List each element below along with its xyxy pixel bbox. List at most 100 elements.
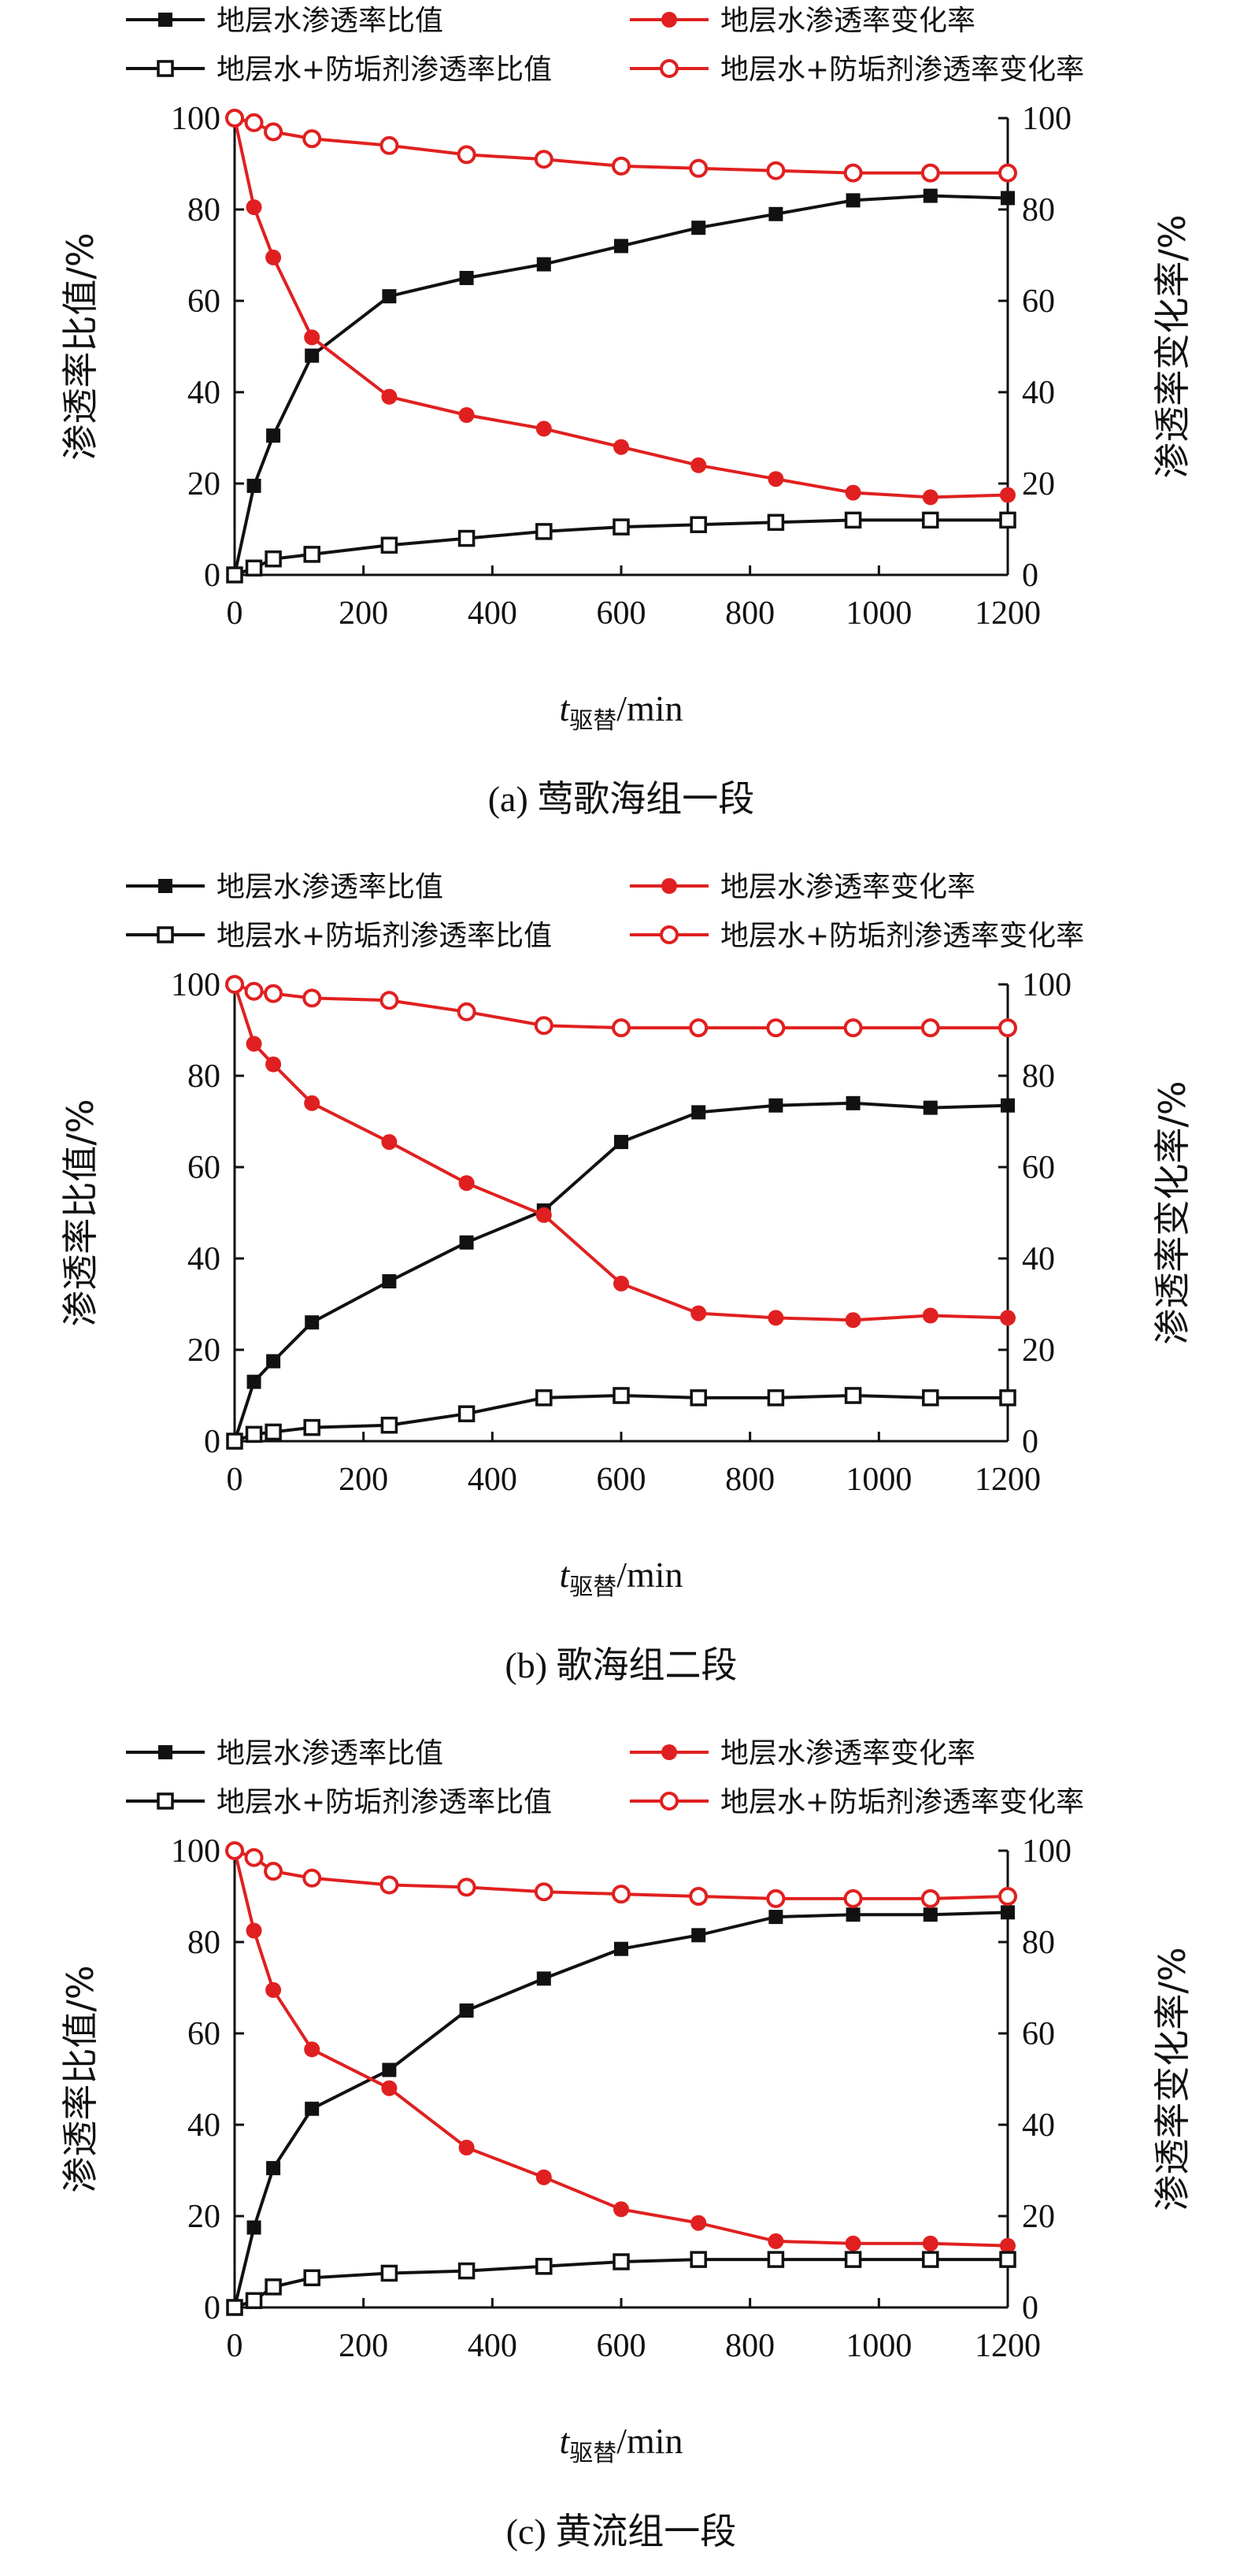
data-point bbox=[1001, 1905, 1015, 1920]
data-point bbox=[303, 1418, 320, 1436]
x-tick-label: 1000 bbox=[846, 2328, 912, 2364]
data-point bbox=[379, 1875, 399, 1895]
x-tick-label: 1000 bbox=[846, 1462, 912, 1498]
data-point bbox=[613, 439, 629, 455]
y-tick-label-right: 80 bbox=[1022, 1925, 1055, 1961]
data-point bbox=[999, 1389, 1016, 1407]
data-point bbox=[768, 1310, 784, 1326]
legend-marker-1 bbox=[661, 878, 677, 894]
x-tick-label: 800 bbox=[725, 1462, 775, 1498]
data-point bbox=[302, 129, 322, 149]
legend-marker-3 bbox=[660, 1792, 679, 1811]
data-point bbox=[305, 1315, 320, 1330]
y-tick-label-right: 0 bbox=[1022, 1424, 1038, 1460]
data-point bbox=[245, 559, 263, 577]
series-2 bbox=[226, 511, 1016, 584]
y-tick-label-right: 40 bbox=[1022, 375, 1055, 411]
data-point bbox=[380, 1416, 398, 1434]
data-point bbox=[923, 1100, 938, 1115]
data-point bbox=[264, 122, 283, 142]
data-point bbox=[766, 161, 786, 180]
data-point bbox=[768, 206, 783, 221]
data-point bbox=[381, 2080, 398, 2096]
y-tick-label-left: 20 bbox=[187, 2199, 220, 2235]
y-tick-label-left: 40 bbox=[187, 2107, 220, 2144]
y-axis-label-left: 渗透率比值/% bbox=[59, 1965, 102, 2192]
data-point bbox=[766, 1018, 786, 1038]
data-point bbox=[536, 1971, 551, 1986]
series-line bbox=[233, 1911, 1009, 2308]
y-axis-label-right: 渗透率变化率/% bbox=[1151, 1080, 1194, 1344]
data-point bbox=[265, 1056, 282, 1073]
legend-label-1: 地层水渗透率变化率 bbox=[720, 1737, 975, 1770]
y-tick-label-left: 20 bbox=[187, 466, 220, 502]
data-point bbox=[999, 2251, 1016, 2268]
y-tick-label-left: 80 bbox=[187, 192, 220, 228]
data-point bbox=[246, 1374, 261, 1389]
y-tick-label-left: 80 bbox=[187, 1058, 220, 1095]
data-point bbox=[459, 2003, 474, 2018]
data-point bbox=[380, 2264, 398, 2282]
y-tick-label-right: 40 bbox=[1022, 2107, 1055, 2144]
data-point bbox=[304, 1095, 320, 1111]
legend-label-2: 地层水+防垢剂渗透率比值 bbox=[217, 920, 552, 952]
data-point bbox=[768, 471, 784, 487]
data-point bbox=[246, 1036, 262, 1052]
data-point bbox=[382, 1274, 397, 1288]
series-0 bbox=[228, 188, 1015, 582]
data-point bbox=[266, 428, 281, 443]
data-point bbox=[535, 2258, 553, 2275]
data-point bbox=[265, 550, 282, 568]
data-point bbox=[690, 1389, 707, 1407]
legend-marker-1 bbox=[661, 12, 677, 28]
y-tick-label-left: 20 bbox=[187, 1332, 220, 1369]
data-point bbox=[458, 1175, 475, 1192]
x-tick-label: 600 bbox=[597, 2328, 646, 2364]
legend-label-1: 地层水渗透率变化率 bbox=[720, 871, 975, 903]
data-point bbox=[768, 1098, 783, 1113]
data-point bbox=[767, 513, 785, 532]
legend-marker-2 bbox=[157, 1792, 174, 1810]
legend-label-3: 地层水+防垢剂渗透率变化率 bbox=[720, 920, 1084, 952]
data-point bbox=[304, 2041, 320, 2058]
data-point bbox=[265, 249, 282, 265]
y-tick-label-left: 100 bbox=[171, 967, 220, 1003]
legend-marker-2 bbox=[157, 60, 174, 77]
data-point bbox=[1001, 191, 1015, 206]
data-point bbox=[246, 1922, 262, 1939]
data-point bbox=[265, 1981, 282, 1998]
y-tick-label-left: 60 bbox=[187, 2016, 220, 2052]
data-point bbox=[843, 163, 863, 183]
data-point bbox=[535, 523, 553, 540]
data-point bbox=[612, 1018, 631, 1038]
x-tick-label: 200 bbox=[339, 595, 388, 632]
chart-panel-c: 地层水渗透率比值 地层水渗透率变化率 地层水+防垢剂渗透率比值 地层水+防垢剂渗透率变… bbox=[0, 1733, 1240, 2572]
data-point bbox=[305, 348, 320, 363]
data-point bbox=[1001, 1098, 1015, 1113]
data-point bbox=[266, 2161, 281, 2176]
data-point bbox=[225, 1841, 244, 1860]
legend-label-0: 地层水渗透率比值 bbox=[217, 1737, 443, 1770]
y-tick-label-right: 80 bbox=[1022, 1058, 1055, 1095]
data-point bbox=[845, 1312, 861, 1329]
data-point bbox=[613, 518, 630, 536]
data-point bbox=[381, 1134, 398, 1151]
series-1 bbox=[227, 977, 1016, 1329]
x-tick-label: 400 bbox=[468, 595, 517, 632]
data-point bbox=[264, 984, 283, 1003]
data-point bbox=[535, 2169, 552, 2185]
data-point bbox=[998, 1018, 1017, 1038]
y-tick-label-right: 0 bbox=[1022, 2290, 1038, 2326]
y-tick-label-right: 0 bbox=[1022, 558, 1038, 594]
data-point bbox=[382, 2063, 397, 2077]
y-tick-label-right: 40 bbox=[1022, 1241, 1055, 1277]
data-point bbox=[457, 2262, 476, 2280]
data-point bbox=[768, 2233, 784, 2249]
legend-marker-0 bbox=[158, 13, 172, 27]
y-tick-label-left: 0 bbox=[204, 558, 220, 594]
